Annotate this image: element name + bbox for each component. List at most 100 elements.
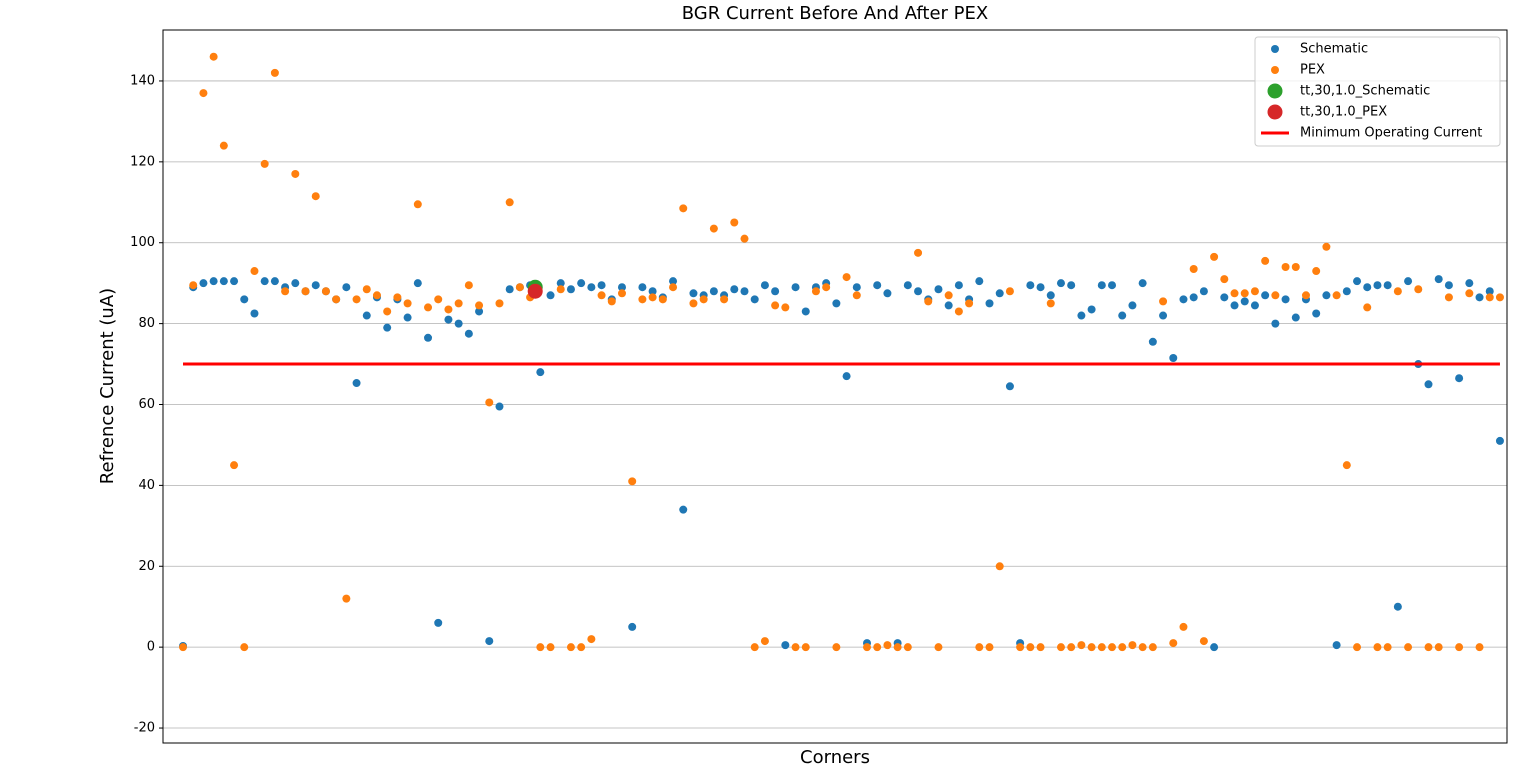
point bbox=[1097, 643, 1106, 652]
point bbox=[1036, 643, 1045, 652]
legend-label: PEX bbox=[1300, 63, 1325, 78]
point bbox=[883, 289, 892, 298]
point bbox=[934, 643, 943, 652]
point bbox=[1026, 643, 1035, 652]
point bbox=[832, 299, 841, 308]
point bbox=[985, 299, 994, 308]
point bbox=[250, 267, 259, 276]
point bbox=[1261, 291, 1270, 300]
point bbox=[566, 285, 575, 294]
point bbox=[1434, 643, 1443, 652]
point bbox=[863, 643, 872, 652]
point bbox=[648, 293, 657, 302]
legend-label: tt,30,1.0_Schematic bbox=[1300, 84, 1430, 99]
point bbox=[791, 643, 800, 652]
point bbox=[464, 329, 473, 338]
point bbox=[1455, 374, 1464, 383]
point bbox=[669, 283, 678, 292]
point bbox=[372, 291, 381, 300]
point bbox=[1475, 643, 1484, 652]
point bbox=[597, 281, 606, 290]
point bbox=[658, 295, 667, 304]
point bbox=[1250, 301, 1259, 310]
point bbox=[873, 643, 882, 652]
point bbox=[771, 287, 780, 296]
point bbox=[1159, 311, 1168, 320]
point bbox=[1281, 295, 1290, 304]
point bbox=[403, 313, 412, 322]
point bbox=[1128, 301, 1137, 310]
point bbox=[924, 297, 933, 306]
point bbox=[965, 299, 974, 308]
point bbox=[1026, 281, 1035, 290]
point bbox=[403, 299, 412, 308]
point bbox=[883, 641, 892, 650]
point bbox=[536, 643, 545, 652]
point bbox=[1342, 461, 1351, 470]
point bbox=[1414, 285, 1423, 294]
point bbox=[597, 291, 606, 300]
point bbox=[1485, 287, 1494, 296]
point bbox=[424, 333, 433, 342]
legend-marker bbox=[1271, 45, 1279, 53]
point bbox=[720, 295, 729, 304]
point bbox=[291, 169, 300, 178]
point bbox=[1210, 643, 1219, 652]
point bbox=[628, 622, 637, 631]
point bbox=[434, 295, 443, 304]
point bbox=[1291, 313, 1300, 322]
point bbox=[914, 287, 923, 296]
point bbox=[230, 461, 239, 470]
point bbox=[1444, 293, 1453, 302]
point bbox=[1179, 622, 1188, 631]
point bbox=[1353, 643, 1362, 652]
y-tick-label: 120 bbox=[130, 154, 155, 169]
point bbox=[475, 307, 484, 316]
point bbox=[617, 289, 626, 298]
chart-title: BGR Current Before And After PEX bbox=[682, 3, 988, 24]
point bbox=[1148, 643, 1157, 652]
y-tick-label: 140 bbox=[130, 73, 155, 88]
point bbox=[352, 379, 361, 388]
point bbox=[515, 283, 524, 292]
point bbox=[179, 643, 188, 652]
point bbox=[240, 295, 249, 304]
point bbox=[1250, 287, 1259, 296]
point bbox=[914, 248, 923, 257]
legend-marker bbox=[1267, 104, 1283, 120]
point bbox=[1383, 281, 1392, 290]
point bbox=[587, 635, 596, 644]
point bbox=[771, 301, 780, 310]
point bbox=[689, 299, 698, 308]
point bbox=[485, 637, 494, 646]
point bbox=[301, 287, 310, 296]
point bbox=[709, 287, 718, 296]
point bbox=[291, 279, 300, 288]
point bbox=[209, 52, 218, 61]
legend-label: Schematic bbox=[1300, 42, 1368, 57]
point bbox=[760, 637, 769, 646]
point bbox=[475, 301, 484, 310]
point bbox=[995, 289, 1004, 298]
point bbox=[199, 89, 208, 98]
point bbox=[527, 283, 543, 299]
point bbox=[1332, 641, 1341, 650]
point bbox=[332, 295, 341, 304]
point bbox=[1240, 297, 1249, 306]
point bbox=[1312, 267, 1321, 276]
point bbox=[1210, 252, 1219, 261]
point bbox=[1240, 289, 1249, 298]
point bbox=[342, 283, 351, 292]
point bbox=[454, 319, 463, 328]
point bbox=[270, 277, 279, 286]
point bbox=[1404, 643, 1413, 652]
point bbox=[1444, 281, 1453, 290]
point bbox=[1312, 309, 1321, 318]
point bbox=[413, 200, 422, 209]
point bbox=[352, 295, 361, 304]
point bbox=[1199, 287, 1208, 296]
point bbox=[342, 594, 351, 603]
point bbox=[1434, 275, 1443, 284]
point bbox=[1097, 281, 1106, 290]
